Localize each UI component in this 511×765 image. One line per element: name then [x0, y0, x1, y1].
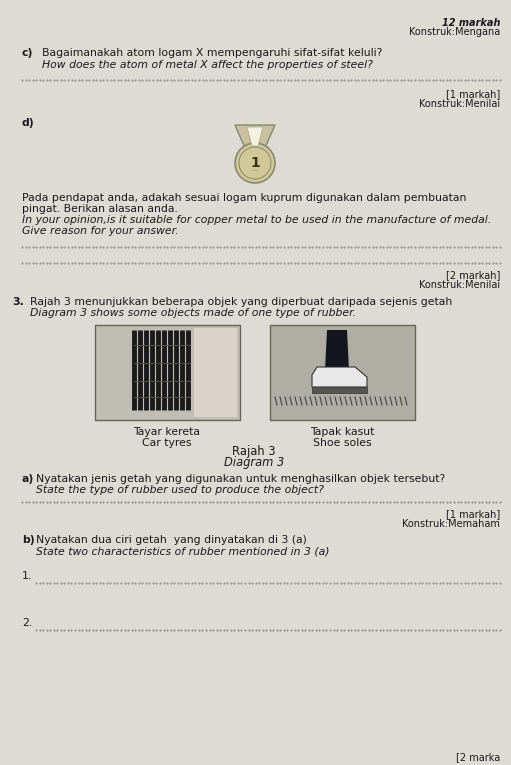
Text: [2 marka: [2 marka: [456, 752, 500, 762]
Text: [1 markah]: [1 markah]: [446, 89, 500, 99]
Text: 12 markah: 12 markah: [442, 18, 500, 28]
Text: Nyatakan dua ciri getah  yang dinyatakan di 3 (a): Nyatakan dua ciri getah yang dinyatakan …: [36, 535, 307, 545]
FancyBboxPatch shape: [95, 325, 240, 420]
Text: State the type of rubber used to produce the object?: State the type of rubber used to produce…: [36, 485, 324, 495]
Text: ...: ...: [252, 167, 258, 171]
Text: Shoe soles: Shoe soles: [313, 438, 371, 448]
Text: Rajah 3 menunjukkan beberapa objek yang diperbuat daripada sejenis getah: Rajah 3 menunjukkan beberapa objek yang …: [30, 297, 452, 307]
Polygon shape: [312, 367, 367, 387]
Text: [2 markah]: [2 markah]: [446, 270, 500, 280]
Text: 1.: 1.: [22, 571, 32, 581]
Text: Konstruk:Mengana: Konstruk:Mengana: [409, 27, 500, 37]
Polygon shape: [247, 127, 263, 146]
Text: Give reason for your answer.: Give reason for your answer.: [22, 226, 179, 236]
Text: Diagram 3: Diagram 3: [224, 456, 284, 469]
Text: Rajah 3: Rajah 3: [232, 445, 276, 458]
Text: 3.: 3.: [12, 297, 24, 307]
Text: c): c): [22, 48, 33, 58]
Text: How does the atom of metal X affect the properties of steel?: How does the atom of metal X affect the …: [42, 60, 373, 70]
Text: Konstruk:Memaham: Konstruk:Memaham: [402, 519, 500, 529]
Text: Tayar kereta: Tayar kereta: [133, 427, 200, 437]
Text: a): a): [22, 474, 34, 484]
Text: Car tyres: Car tyres: [142, 438, 192, 448]
Text: State two characteristics of rubber mentioned in 3 (a): State two characteristics of rubber ment…: [36, 546, 330, 556]
FancyBboxPatch shape: [194, 328, 237, 417]
Polygon shape: [325, 330, 349, 370]
Text: [1 markah]: [1 markah]: [446, 509, 500, 519]
Text: Konstruk:Menilai: Konstruk:Menilai: [419, 280, 500, 290]
Text: Diagram 3 shows some objects made of one type of rubber.: Diagram 3 shows some objects made of one…: [30, 308, 356, 318]
Polygon shape: [235, 125, 275, 148]
Text: 2.: 2.: [22, 618, 32, 628]
Text: Konstruk:Menilai: Konstruk:Menilai: [419, 99, 500, 109]
Text: Pada pendapat anda, adakah sesuai logam kuprum digunakan dalam pembuatan: Pada pendapat anda, adakah sesuai logam …: [22, 193, 467, 203]
Text: Bagaimanakah atom logam X mempengaruhi sifat-sifat keluli?: Bagaimanakah atom logam X mempengaruhi s…: [42, 48, 382, 58]
Text: Tapak kasut: Tapak kasut: [310, 427, 374, 437]
Text: 1: 1: [250, 156, 260, 170]
Text: d): d): [22, 118, 35, 128]
Polygon shape: [312, 387, 367, 393]
Text: pingat. Berikan alasan anda.: pingat. Berikan alasan anda.: [22, 204, 178, 214]
Text: b): b): [22, 535, 35, 545]
Text: Nyatakan jenis getah yang digunakan untuk menghasilkan objek tersebut?: Nyatakan jenis getah yang digunakan untu…: [36, 474, 445, 484]
Text: In your opinion,is it suitable for copper metal to be used in the manufacture of: In your opinion,is it suitable for coppe…: [22, 215, 491, 225]
FancyBboxPatch shape: [270, 325, 415, 420]
Circle shape: [235, 143, 275, 183]
